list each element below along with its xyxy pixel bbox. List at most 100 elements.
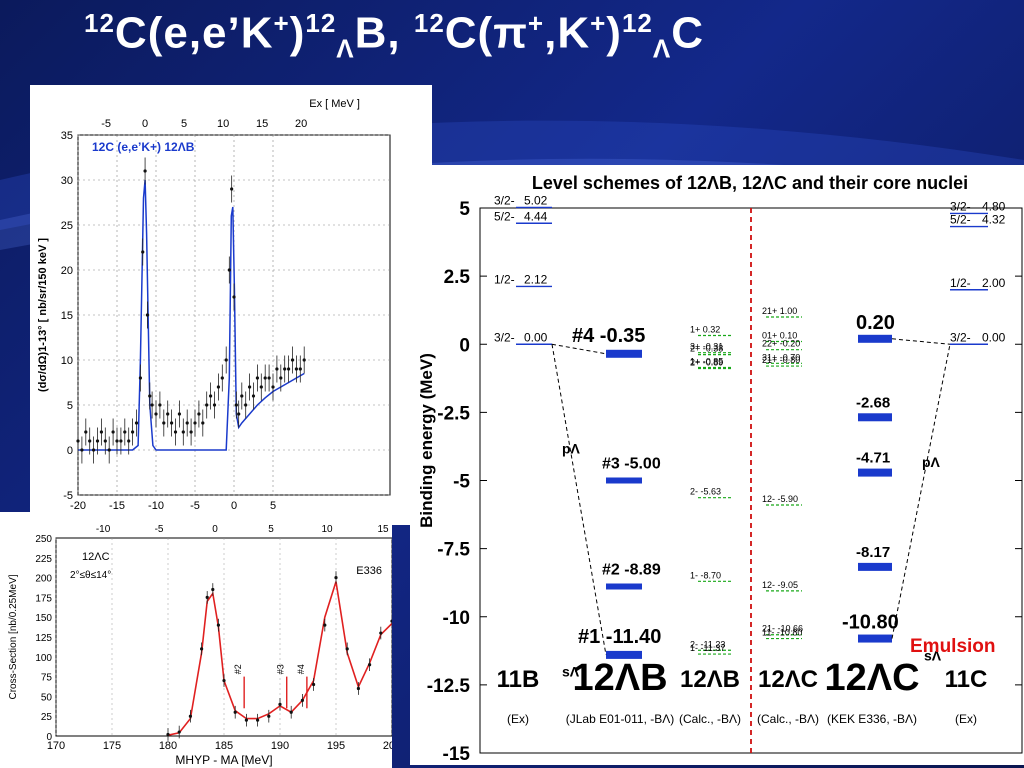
level-value: 4.44: [524, 209, 548, 223]
data-point: [379, 631, 383, 635]
data-point: [300, 698, 304, 702]
x-tick-label: -20: [70, 500, 86, 512]
data-point: [84, 430, 88, 434]
data-point: [255, 376, 259, 380]
top-tick-label: 15: [377, 524, 389, 535]
y-tick-label: 125: [35, 633, 52, 644]
data-point: [211, 587, 215, 592]
experiment-label: E336: [356, 565, 382, 577]
data-point: [134, 421, 139, 425]
column-sub: (Ex): [955, 712, 977, 726]
x-tick-label: -15: [109, 500, 125, 512]
level-spin: 5/2-: [494, 209, 515, 223]
top-tick-label: 10: [321, 524, 333, 535]
level-bar: [858, 468, 892, 477]
data-point: [92, 448, 96, 452]
level-bar: [858, 562, 892, 571]
level-label: 2- -5.63: [690, 487, 721, 497]
top-tick-label: 20: [295, 118, 307, 130]
y-tick-label: -5: [63, 490, 73, 502]
level-bar: [858, 334, 892, 343]
level-bar: [606, 477, 642, 484]
column-sub: (Ex): [507, 712, 529, 726]
data-point: [302, 358, 306, 362]
data-point: [323, 623, 327, 627]
y-tick-label: 25: [61, 220, 73, 232]
y-tick-label: 0: [459, 335, 470, 356]
data-point: [107, 448, 111, 452]
data-point: [289, 710, 293, 714]
x-tick-label: 195: [327, 740, 345, 752]
top-tick-label: 5: [268, 524, 274, 535]
x-tick-label: 180: [159, 740, 177, 752]
jlab-spectrum-panel: -20 -15 -10 -5 0 5 -5 0 5 10 15 20 25 30 35 -5 0 5 10 15 20 E…: [30, 85, 432, 525]
level-label: 12- -5.90: [762, 494, 798, 504]
level-bar: [606, 650, 642, 659]
data-point: [189, 430, 193, 434]
level-label: 21+ 1.00: [762, 306, 797, 316]
data-point: [287, 367, 291, 371]
column-sub: (KEK E336, -BΛ): [827, 712, 917, 726]
y-tick-label: 5: [67, 400, 73, 412]
level-spin: 1/2-: [494, 272, 515, 286]
data-point: [162, 421, 166, 425]
column-name: 11B: [497, 666, 540, 693]
y-tick-label: -7.5: [437, 540, 470, 561]
data-point: [224, 358, 228, 362]
data-point: [298, 367, 302, 371]
y-tick-label: 20: [61, 265, 73, 277]
y-axis-label: Cross-Section [nb/0.25MeV]: [8, 574, 19, 699]
level-bar: [606, 583, 642, 590]
column-sub: (JLab E01-011, -BΛ): [566, 712, 675, 726]
data-point: [278, 702, 282, 706]
data-point: [294, 367, 298, 371]
data-point: [148, 394, 152, 398]
data-point: [248, 385, 252, 389]
y-tick-label: 10: [61, 355, 73, 367]
fit-curve: [78, 179, 305, 451]
level-scheme-panel: Level schemes of 12ΛB, 12ΛC and their co…: [410, 165, 1024, 765]
top-tick-label: -10: [96, 524, 111, 535]
level-label: 0.20: [856, 312, 895, 334]
angle-note: 2°≤θ≤14°: [70, 570, 111, 581]
column-name: 12ΛC: [824, 657, 919, 699]
top-tick-label: -5: [155, 524, 164, 535]
level-value: 2.00: [982, 276, 1006, 290]
level-value: 0.00: [524, 330, 548, 344]
data-point: [263, 376, 267, 380]
level-label: 1+ 0.32: [690, 325, 720, 335]
top-tick-label: 0: [142, 118, 148, 130]
data-point: [76, 439, 80, 443]
s-connector: [891, 344, 951, 639]
slide-title: 12C(e,e’K+)12ΛB, 12C(π+,K+)12ΛC: [84, 8, 704, 64]
data-point: [233, 710, 237, 714]
data-point: [177, 730, 181, 734]
level-value: 4.80: [982, 199, 1006, 213]
data-point: [99, 430, 103, 434]
data-point: [143, 169, 147, 173]
data-point: [111, 430, 115, 434]
data-point: [220, 376, 224, 380]
data-point: [212, 403, 217, 407]
level-value: 0.00: [982, 330, 1006, 344]
orbit-label: sΛ: [924, 647, 942, 663]
level-spin: 5/2-: [950, 213, 971, 227]
y-tick-label: 200: [35, 574, 52, 585]
column-name: 12ΛB: [572, 657, 667, 699]
y-tick-label: 225: [35, 554, 52, 565]
y-tick-label: 75: [41, 673, 53, 684]
y-tick-label: 0: [67, 445, 73, 457]
level-label: 1- -8.70: [690, 570, 721, 580]
data-point: [216, 623, 220, 627]
top-axis-label: Ex [ MeV ]: [309, 98, 360, 110]
data-point: [244, 403, 248, 407]
data-point: [138, 376, 142, 380]
legend-label: 12ΛC: [82, 551, 110, 563]
level-bar: [606, 349, 642, 358]
y-tick-label: -2.5: [437, 403, 470, 424]
s-connector: [551, 344, 607, 655]
data-point: [193, 421, 197, 425]
data-point: [181, 430, 185, 434]
level-label: 22+ -0.20: [762, 339, 800, 349]
